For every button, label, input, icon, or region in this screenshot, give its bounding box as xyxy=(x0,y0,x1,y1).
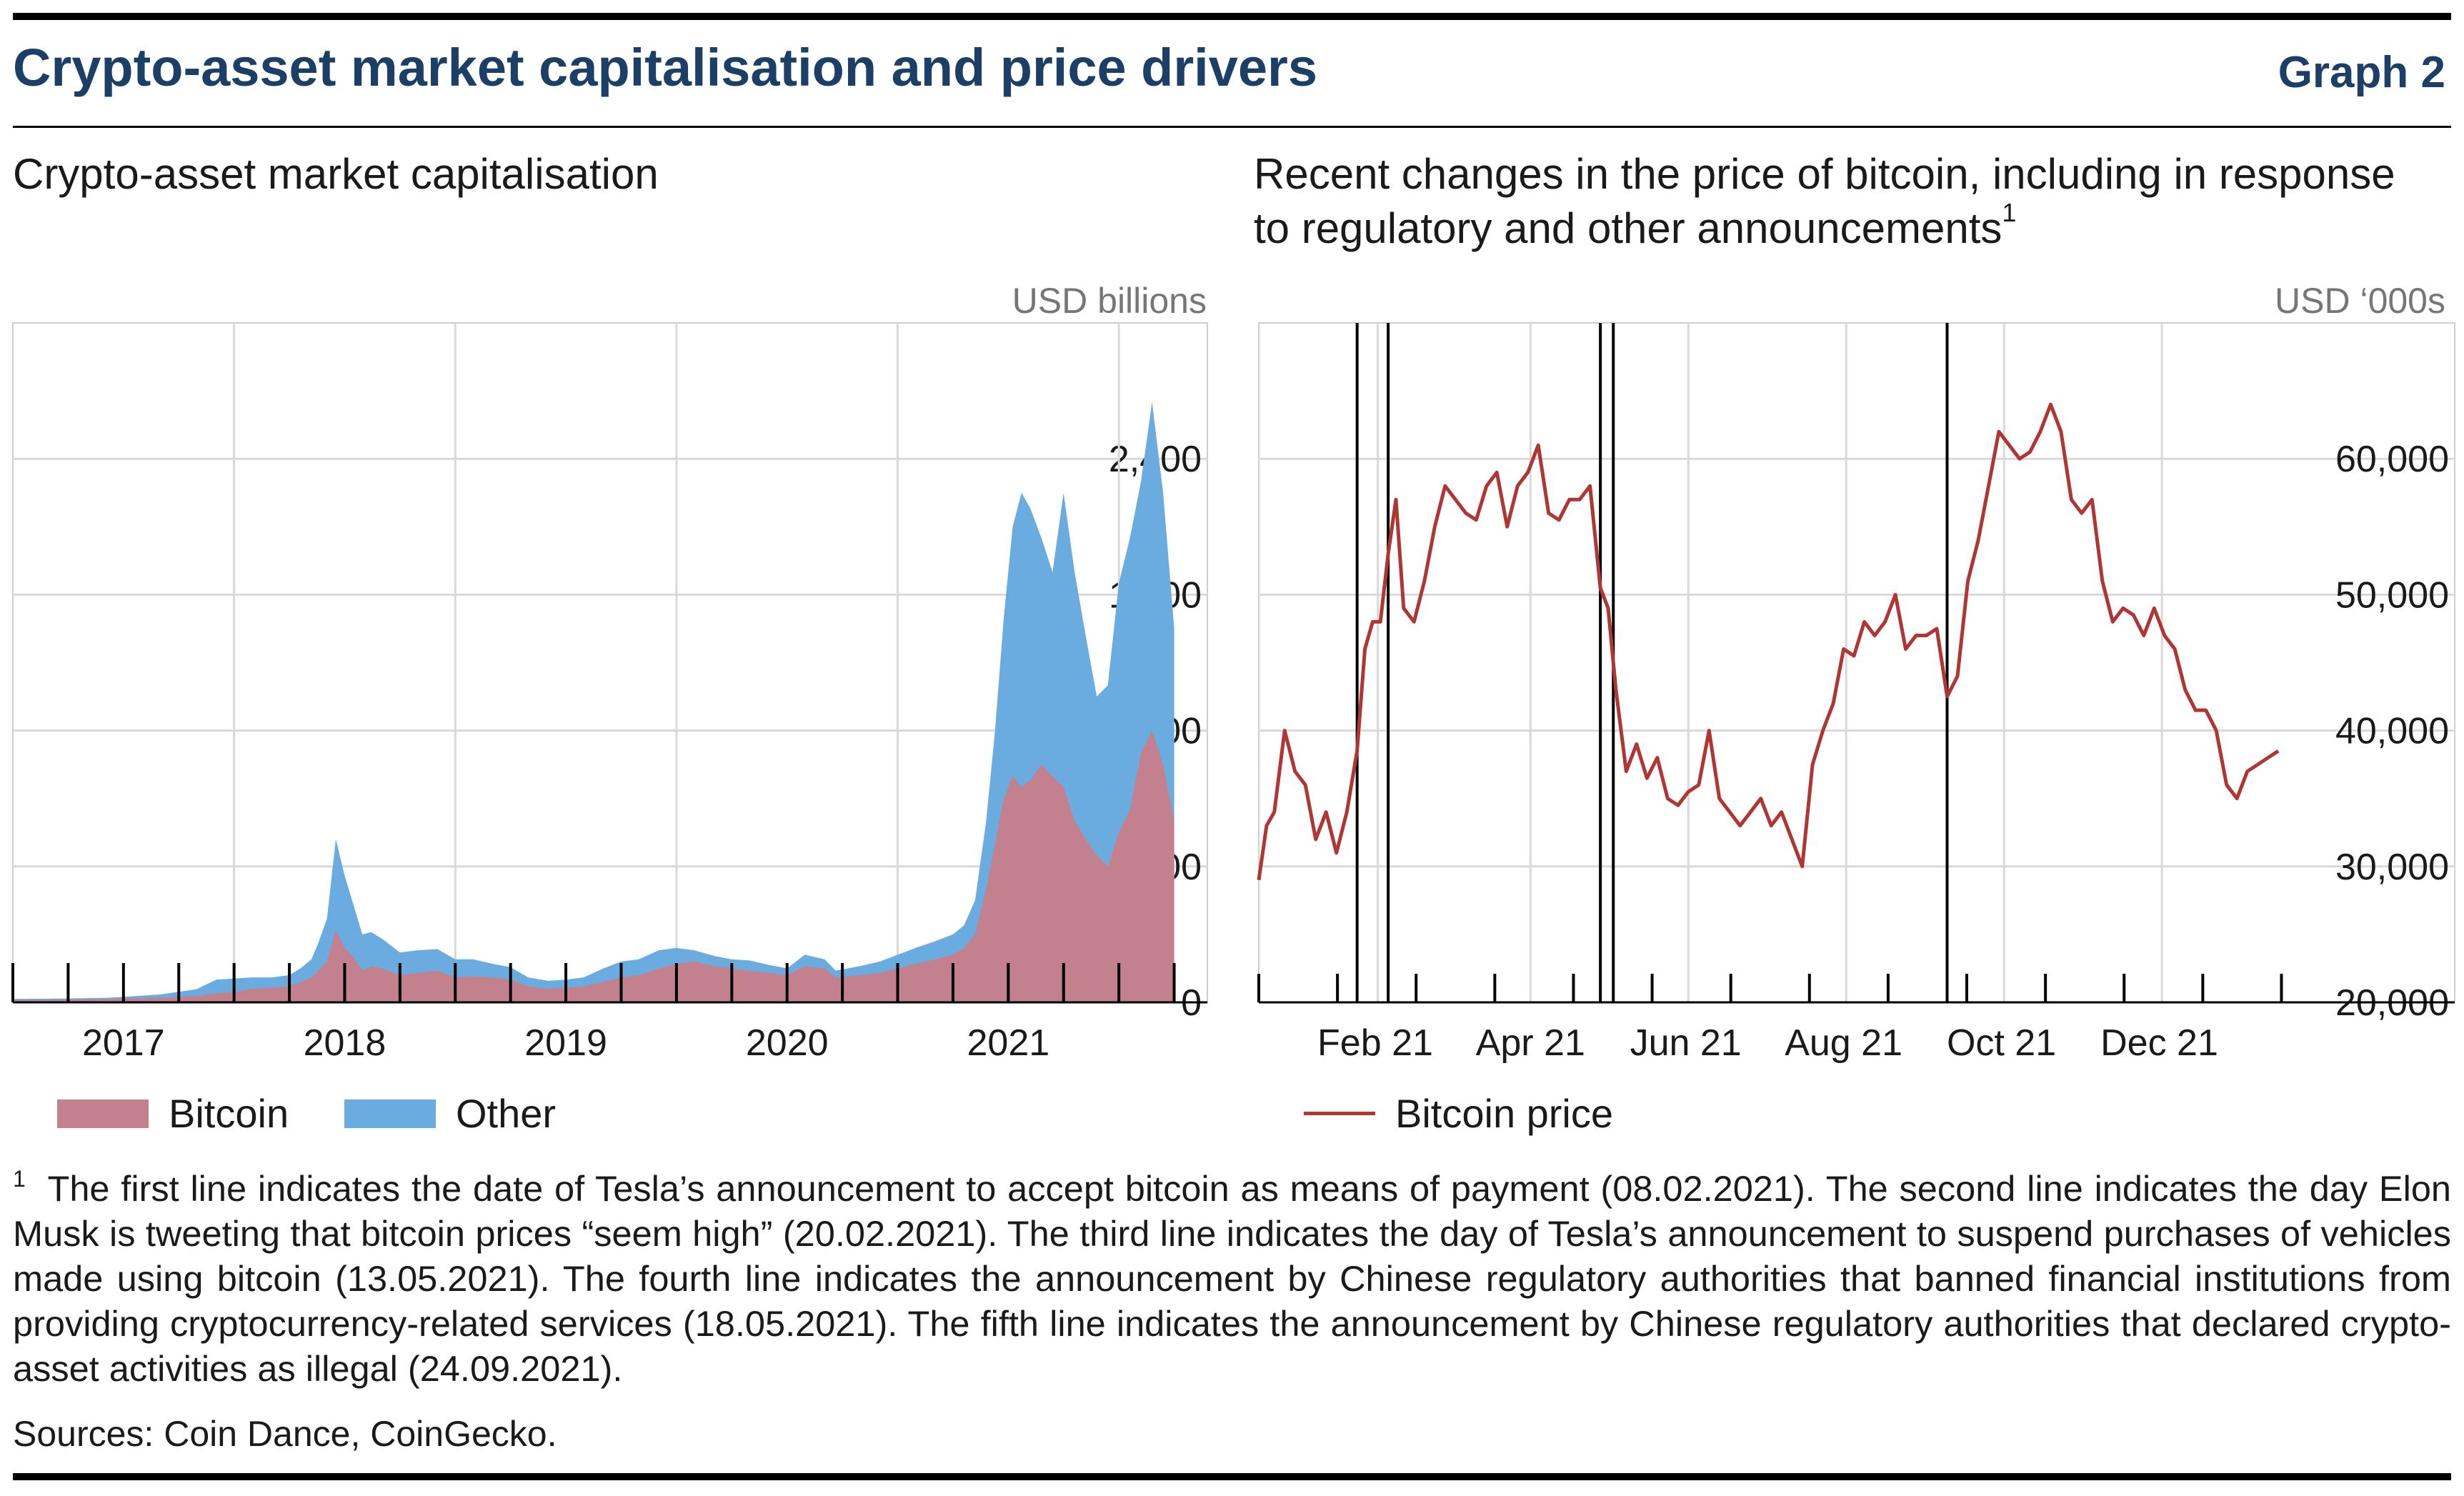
sources: Sources: Coin Dance, CoinGecko. xyxy=(13,1414,557,1454)
right-x-tick-label: Oct 21 xyxy=(1947,1022,2056,1064)
top-rule xyxy=(13,13,2451,20)
left-x-tick-label: 2019 xyxy=(524,1022,607,1064)
right-panel-subtitle: Recent changes in the price of bitcoin, … xyxy=(1254,147,2425,256)
footnote-marker: 1 xyxy=(2002,198,2017,227)
legend-bitcoin: Bitcoin xyxy=(57,1090,289,1137)
bitcoin-area xyxy=(13,730,1174,1002)
right-x-tick-label: Feb 21 xyxy=(1317,1022,1433,1064)
right-y-tick-label: 40,000 xyxy=(2335,711,2449,752)
market-cap-chart: 06001,2001,8002,40020172018201920202021 xyxy=(11,322,1208,1064)
left-panel-subtitle: Crypto-asset market capitalisation xyxy=(13,150,659,198)
right-unit-label: USD ‘000s xyxy=(2275,281,2445,321)
legend-other-label: Other xyxy=(456,1091,557,1136)
left-x-tick-label: 2017 xyxy=(82,1022,165,1064)
footnote-text: The first line indicates the date of Tes… xyxy=(13,1168,2451,1389)
legend-other: Other xyxy=(344,1090,556,1137)
legend-bitcoin-swatch xyxy=(57,1099,149,1128)
right-y-tick-label: 50,000 xyxy=(2335,574,2449,616)
title-underline xyxy=(13,126,2451,128)
legend-price-line-swatch xyxy=(1304,1112,1375,1115)
page-title: Crypto-asset market capitalisation and p… xyxy=(13,38,1318,97)
right-panel-subtitle-text: Recent changes in the price of bitcoin, … xyxy=(1254,150,2395,252)
right-y-tick-label: 30,000 xyxy=(2335,847,2449,888)
left-x-tick-label: 2020 xyxy=(746,1022,829,1064)
right-x-tick-label: Dec 21 xyxy=(2100,1022,2218,1064)
right-x-tick-label: Apr 21 xyxy=(1476,1022,1585,1064)
legend-bitcoin-label: Bitcoin xyxy=(169,1091,289,1136)
right-plot-frame xyxy=(1258,322,2455,1003)
bottom-rule xyxy=(13,1473,2451,1480)
right-y-tick-label: 60,000 xyxy=(2335,439,2449,480)
graph-number: Graph 2 xyxy=(2278,48,2445,97)
footnote: 1 The first line indicates the date of T… xyxy=(13,1166,2451,1391)
left-x-tick-label: 2021 xyxy=(967,1022,1049,1064)
footnote-number: 1 xyxy=(13,1166,26,1192)
legend-bitcoin-price: Bitcoin price xyxy=(1304,1090,1613,1137)
bitcoin-price-line xyxy=(1257,402,2280,881)
left-unit-label: USD billions xyxy=(1012,281,1207,321)
right-x-tick-label: Jun 21 xyxy=(1630,1022,1742,1064)
left-x-tick-label: 2018 xyxy=(304,1022,386,1064)
right-x-tick-label: Aug 21 xyxy=(1785,1022,1902,1064)
legend-other-swatch xyxy=(344,1099,436,1128)
legend-price-label: Bitcoin price xyxy=(1395,1091,1614,1136)
